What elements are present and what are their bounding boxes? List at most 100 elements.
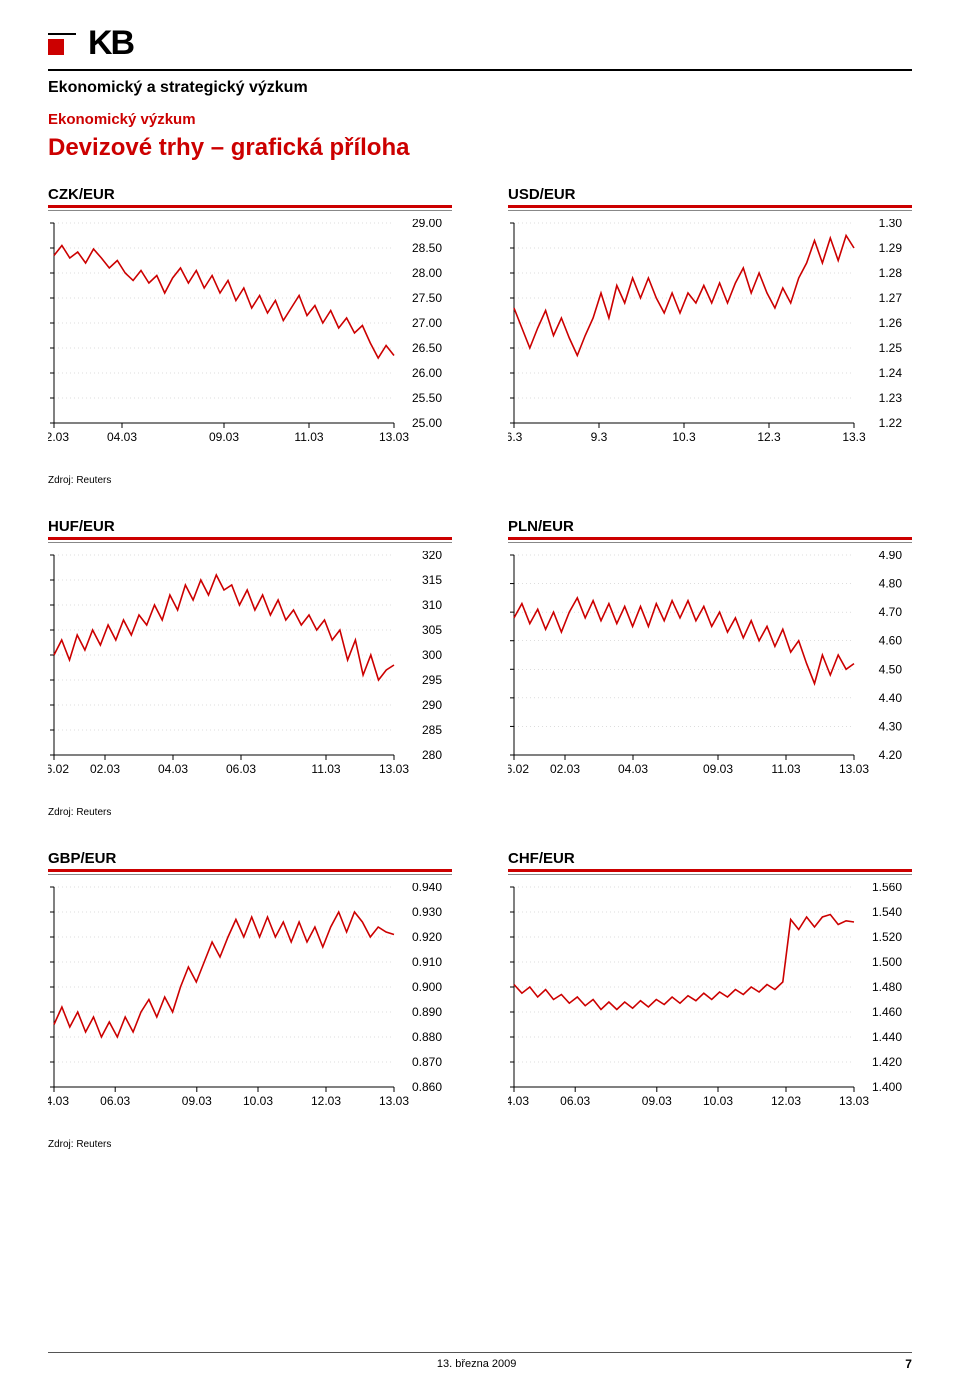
svg-text:10.03: 10.03 bbox=[703, 1094, 733, 1108]
charts-grid: CZK/EUR 29.0028.5028.0027.5027.0026.5026… bbox=[48, 186, 912, 1172]
svg-text:1.420: 1.420 bbox=[872, 1055, 902, 1069]
svg-text:0.890: 0.890 bbox=[412, 1005, 442, 1019]
svg-text:09.03: 09.03 bbox=[703, 762, 733, 776]
svg-text:11.03: 11.03 bbox=[771, 762, 800, 776]
red-rule bbox=[508, 869, 912, 872]
svg-text:10.3: 10.3 bbox=[672, 430, 696, 444]
chart-title: GBP/EUR bbox=[48, 850, 452, 867]
svg-text:320: 320 bbox=[422, 551, 442, 562]
chart-block-chf: CHF/EUR 1.5601.5401.5201.5001.4801.4601.… bbox=[508, 850, 912, 1123]
svg-text:1.23: 1.23 bbox=[879, 391, 903, 405]
source-label: Zdroj: Reuters bbox=[48, 1139, 912, 1150]
svg-text:285: 285 bbox=[422, 723, 442, 737]
svg-text:4.30: 4.30 bbox=[879, 719, 903, 733]
chart-chf: 1.5601.5401.5201.5001.4801.4601.4401.420… bbox=[508, 883, 912, 1123]
svg-text:6.3: 6.3 bbox=[508, 430, 523, 444]
svg-text:26.02: 26.02 bbox=[508, 762, 529, 776]
svg-text:1.24: 1.24 bbox=[879, 366, 903, 380]
svg-text:06.03: 06.03 bbox=[226, 762, 256, 776]
svg-text:09.03: 09.03 bbox=[182, 1094, 212, 1108]
svg-text:11.03: 11.03 bbox=[311, 762, 340, 776]
svg-text:1.440: 1.440 bbox=[872, 1030, 902, 1044]
red-rule bbox=[48, 205, 452, 208]
svg-text:27.00: 27.00 bbox=[412, 316, 442, 330]
chart-block-gbp: GBP/EUR 0.9400.9300.9200.9100.9000.8900.… bbox=[48, 850, 452, 1123]
red-rule bbox=[508, 537, 912, 540]
svg-text:26.50: 26.50 bbox=[412, 341, 442, 355]
thin-rule bbox=[48, 210, 452, 211]
svg-text:0.880: 0.880 bbox=[412, 1030, 442, 1044]
svg-text:4.70: 4.70 bbox=[879, 605, 903, 619]
svg-text:295: 295 bbox=[422, 673, 442, 687]
thin-rule bbox=[508, 210, 912, 211]
subheading: Ekonomický výzkum bbox=[48, 111, 912, 128]
svg-text:4.90: 4.90 bbox=[879, 551, 903, 562]
header-rule bbox=[48, 69, 912, 71]
svg-text:300: 300 bbox=[422, 648, 442, 662]
chart-block-usd: USD/EUR 1.301.291.281.271.261.251.241.23… bbox=[508, 186, 912, 459]
svg-text:13.03: 13.03 bbox=[379, 762, 409, 776]
red-rule bbox=[48, 869, 452, 872]
footer: 13. března 2009 7 bbox=[48, 1352, 912, 1371]
source-label: Zdroj: Reuters bbox=[48, 475, 912, 486]
svg-text:0.900: 0.900 bbox=[412, 980, 442, 994]
svg-text:315: 315 bbox=[422, 573, 442, 587]
svg-text:1.30: 1.30 bbox=[879, 219, 903, 230]
svg-text:04.03: 04.03 bbox=[508, 1094, 529, 1108]
svg-text:1.400: 1.400 bbox=[872, 1080, 902, 1094]
chart-title: CZK/EUR bbox=[48, 186, 452, 203]
svg-text:12.3: 12.3 bbox=[757, 430, 781, 444]
thin-rule bbox=[48, 542, 452, 543]
svg-text:26.02: 26.02 bbox=[48, 762, 69, 776]
footer-date: 13. března 2009 bbox=[437, 1358, 517, 1370]
svg-text:09.03: 09.03 bbox=[642, 1094, 672, 1108]
svg-text:0.870: 0.870 bbox=[412, 1055, 442, 1069]
chart-gbp: 0.9400.9300.9200.9100.9000.8900.8800.870… bbox=[48, 883, 452, 1123]
svg-text:02.03: 02.03 bbox=[90, 762, 120, 776]
svg-text:25.50: 25.50 bbox=[412, 391, 442, 405]
svg-text:290: 290 bbox=[422, 698, 442, 712]
svg-text:1.25: 1.25 bbox=[879, 341, 903, 355]
svg-text:28.00: 28.00 bbox=[412, 266, 442, 280]
svg-text:1.29: 1.29 bbox=[879, 241, 903, 255]
svg-text:13.03: 13.03 bbox=[379, 1094, 409, 1108]
page: KB Ekonomický a strategický výzkum Ekono… bbox=[0, 0, 960, 1395]
chart-title: PLN/EUR bbox=[508, 518, 912, 535]
svg-text:4.60: 4.60 bbox=[879, 634, 903, 648]
logo: KB bbox=[48, 24, 912, 63]
thin-rule bbox=[508, 874, 912, 875]
svg-text:28.50: 28.50 bbox=[412, 241, 442, 255]
svg-text:0.920: 0.920 bbox=[412, 930, 442, 944]
svg-text:13.03: 13.03 bbox=[839, 1094, 869, 1108]
svg-text:13.03: 13.03 bbox=[839, 762, 869, 776]
svg-text:0.940: 0.940 bbox=[412, 883, 442, 894]
svg-text:4.80: 4.80 bbox=[879, 577, 903, 591]
source-label: Zdroj: Reuters bbox=[48, 807, 912, 818]
svg-text:04.03: 04.03 bbox=[618, 762, 648, 776]
svg-text:1.27: 1.27 bbox=[879, 291, 903, 305]
chart-title: USD/EUR bbox=[508, 186, 912, 203]
svg-text:06.03: 06.03 bbox=[560, 1094, 590, 1108]
svg-text:26.00: 26.00 bbox=[412, 366, 442, 380]
department-heading: Ekonomický a strategický výzkum bbox=[48, 79, 912, 97]
svg-text:305: 305 bbox=[422, 623, 442, 637]
svg-text:25.00: 25.00 bbox=[412, 416, 442, 430]
svg-text:4.50: 4.50 bbox=[879, 662, 903, 676]
svg-text:10.03: 10.03 bbox=[243, 1094, 273, 1108]
svg-text:29.00: 29.00 bbox=[412, 219, 442, 230]
chart-title: CHF/EUR bbox=[508, 850, 912, 867]
svg-text:1.22: 1.22 bbox=[879, 416, 903, 430]
svg-text:09.03: 09.03 bbox=[209, 430, 239, 444]
chart-block-pln: PLN/EUR 4.90 4.80 4.70 4.60 4.50 4.40 4.30 4.20… bbox=[508, 518, 912, 791]
svg-text:4.40: 4.40 bbox=[879, 691, 903, 705]
svg-text:4.20: 4.20 bbox=[879, 748, 903, 762]
svg-text:1.500: 1.500 bbox=[872, 955, 902, 969]
svg-text:1.480: 1.480 bbox=[872, 980, 902, 994]
thin-rule bbox=[48, 874, 452, 875]
chart-czk: 29.0028.5028.0027.5027.0026.5026.0025.50… bbox=[48, 219, 452, 459]
chart-pln: 4.904.804.704.604.504.404.304.2026.0202.… bbox=[508, 551, 912, 791]
svg-text:12.03: 12.03 bbox=[311, 1094, 341, 1108]
svg-text:04.03: 04.03 bbox=[107, 430, 137, 444]
svg-text:280: 280 bbox=[422, 748, 442, 762]
svg-text:1.540: 1.540 bbox=[872, 905, 902, 919]
